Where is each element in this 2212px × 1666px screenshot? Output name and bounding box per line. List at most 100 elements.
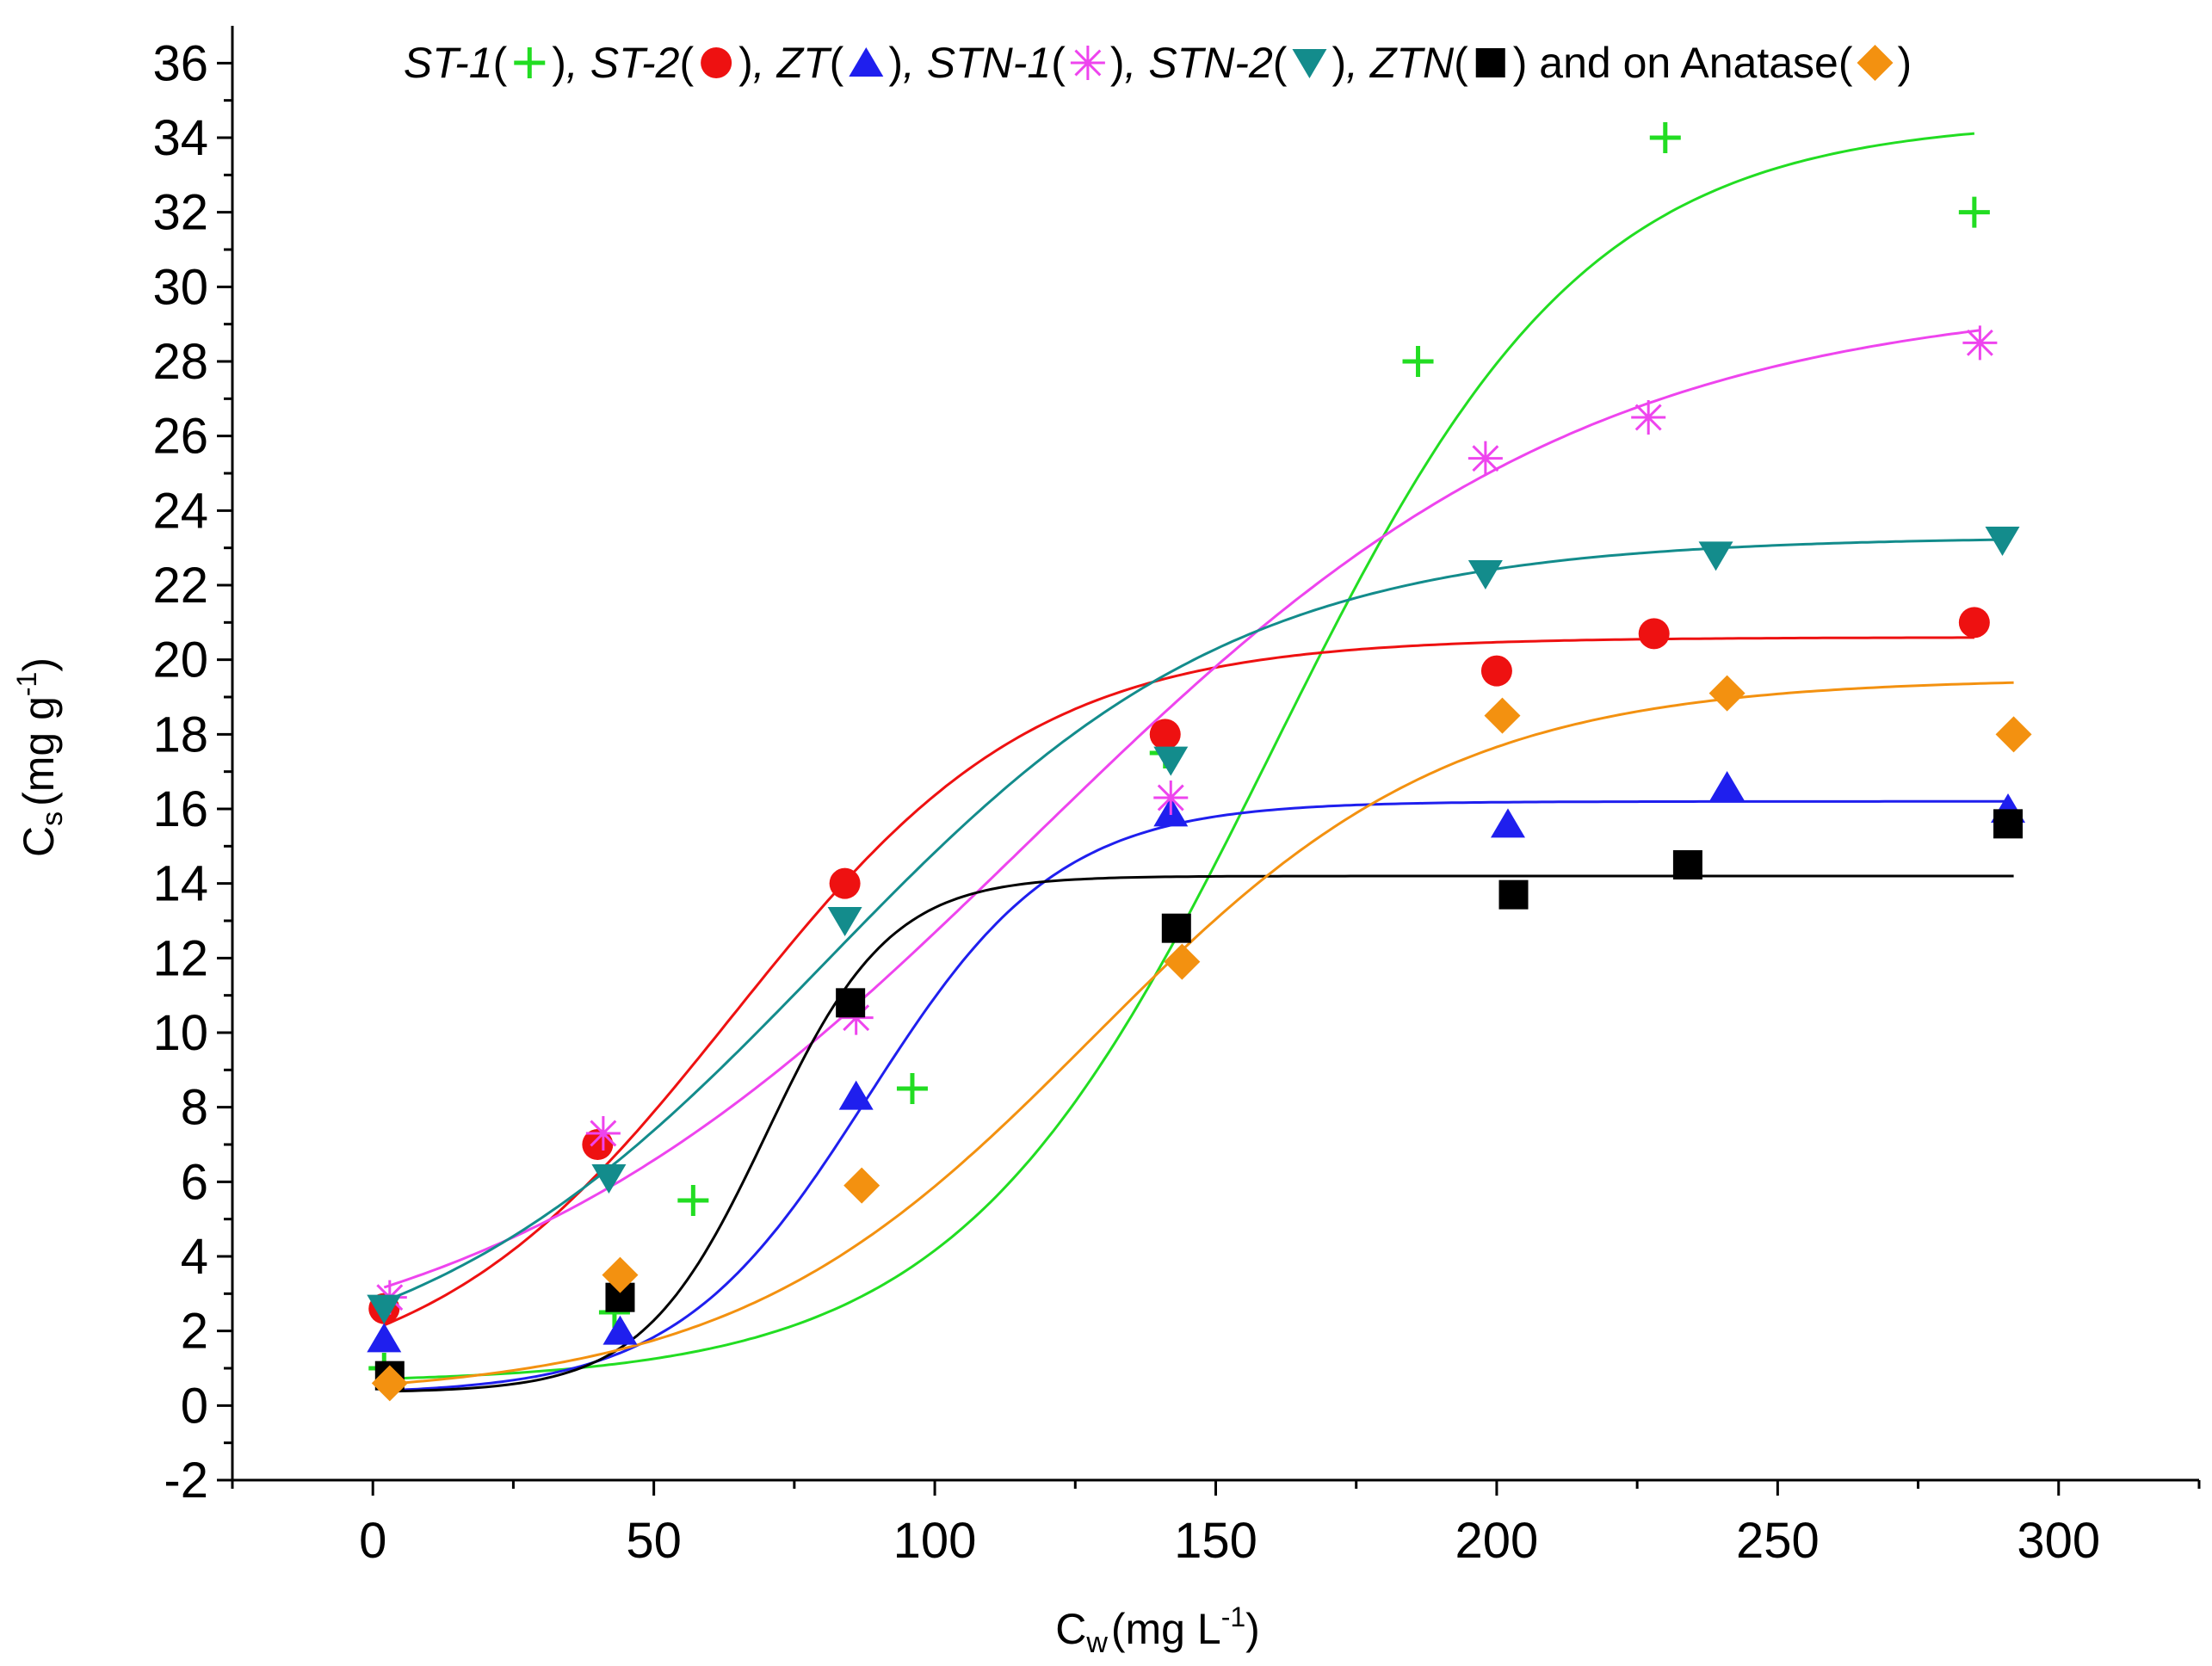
y-tick-label: 18 xyxy=(152,707,208,762)
fit-curve-stn-2 xyxy=(383,538,2003,1303)
legend-label-st-2: , ST-2 xyxy=(566,39,691,87)
data-point-ztn xyxy=(1161,913,1191,943)
legend-label-ztn: , ZTN xyxy=(1346,39,1466,87)
legend-paren-close: ) xyxy=(1110,39,1125,87)
data-point-anatase xyxy=(1484,697,1521,734)
data-point-stn-1 xyxy=(1467,441,1503,476)
y-tick-label: 36 xyxy=(152,35,208,91)
y-tick-label: 14 xyxy=(152,856,208,912)
data-point-ztn xyxy=(1993,809,2024,839)
legend: ST-1 (), ST-2 (), ZT (), STN-1 (), STN-2… xyxy=(404,39,1912,87)
legend-marker-stn-2 xyxy=(1292,49,1327,78)
x-tick-label: 200 xyxy=(1455,1513,1539,1569)
x-tick-label: 250 xyxy=(1736,1513,1820,1569)
y-axis-title-main: C xyxy=(15,826,63,857)
y-tick-label: 12 xyxy=(152,930,208,986)
fit-curve-stn-1 xyxy=(383,329,1980,1289)
legend-paren-open: ( xyxy=(1454,39,1468,87)
y-tick-label: 4 xyxy=(181,1229,208,1285)
data-point-stn-2 xyxy=(367,1294,402,1324)
y-tick-label: 24 xyxy=(152,483,208,539)
y-axis-title-sub: s xyxy=(36,811,69,826)
data-point-zt xyxy=(367,1323,402,1353)
legend-paren-open: ( xyxy=(1273,39,1288,87)
legend-paren-close: ) xyxy=(888,39,903,87)
y-axis-title-unit: (mg g xyxy=(15,696,63,806)
data-point-zt xyxy=(838,1080,874,1110)
y-tick-label: 32 xyxy=(152,185,208,241)
data-point-stn-1 xyxy=(1631,400,1666,435)
y-tick-label: 22 xyxy=(152,558,208,614)
legend-marker-st-2 xyxy=(701,47,732,78)
data-point-anatase xyxy=(371,1365,408,1402)
data-point-zt xyxy=(1490,808,1525,838)
data-point-zt xyxy=(1709,771,1745,800)
data-point-stn-2 xyxy=(1153,746,1189,776)
legend-paren-close: ) xyxy=(1513,39,1528,87)
data-point-zt xyxy=(602,1315,638,1345)
legend-markers xyxy=(514,45,1894,81)
legend-suffix: and on Anatase xyxy=(1527,39,1850,87)
data-point-st-1 xyxy=(1958,196,1990,228)
y-tick-label: 8 xyxy=(181,1080,208,1136)
x-tick-label: 300 xyxy=(2017,1513,2100,1569)
y-tick-label: 6 xyxy=(181,1154,208,1210)
y-tick-label: 28 xyxy=(152,334,208,390)
y-tick-label: 0 xyxy=(181,1378,208,1434)
data-point-st-2 xyxy=(829,867,861,899)
legend-marker-ztn xyxy=(1475,48,1505,77)
data-point-st-2 xyxy=(1149,719,1181,750)
y-tick-label: 26 xyxy=(152,409,208,465)
legend-marker-zt xyxy=(849,47,884,77)
legend-marker-anatase xyxy=(1857,45,1894,81)
data-point-st-2 xyxy=(1638,618,1670,650)
y-tick-label: 10 xyxy=(152,1005,208,1061)
x-tick-label: 50 xyxy=(626,1513,682,1569)
fit-curve-ztn xyxy=(384,874,2014,1393)
legend-paren-open: ( xyxy=(679,39,694,87)
x-axis-title: Cw(mg L-1) xyxy=(1055,1601,1260,1659)
y-tick-label: 20 xyxy=(152,632,208,688)
legend-marker-st-1 xyxy=(514,47,546,78)
data-point-stn-2 xyxy=(591,1164,627,1194)
data-point-st-1 xyxy=(677,1185,709,1216)
data-markers xyxy=(367,122,2032,1402)
y-axis-title-sup: -1 xyxy=(11,672,42,696)
x-tick-label: 100 xyxy=(893,1513,977,1569)
data-point-stn-1 xyxy=(585,1116,621,1151)
data-point-stn-2 xyxy=(1985,527,2020,556)
data-point-ztn xyxy=(1672,850,1702,879)
data-point-stn-1 xyxy=(1153,781,1189,815)
legend-paren-close: ) xyxy=(738,39,753,87)
data-point-anatase xyxy=(1164,943,1201,980)
y-axis-title-close: ) xyxy=(15,657,63,672)
legend-label-stn-1: , STN-1 xyxy=(903,39,1063,87)
x-tick-label: 150 xyxy=(1174,1513,1257,1569)
x-tick-label: 0 xyxy=(359,1513,386,1569)
x-axis-title-unit: (mg L xyxy=(1111,1605,1221,1653)
data-point-st-2 xyxy=(1958,607,1990,639)
legend-paren-open: ( xyxy=(1838,39,1853,87)
data-point-anatase xyxy=(1995,716,2032,753)
data-point-anatase xyxy=(1708,675,1746,712)
y-tick-label: -2 xyxy=(164,1453,208,1509)
fit-curve-st-2 xyxy=(383,636,1974,1327)
y-tick-label: 16 xyxy=(152,781,208,837)
x-axis-title-sub: w xyxy=(1085,1626,1108,1659)
legend-label-stn-2: , STN-2 xyxy=(1125,39,1285,87)
legend-paren-close: ) xyxy=(1332,39,1346,87)
data-point-st-2 xyxy=(1480,655,1512,687)
y-tick-label: 30 xyxy=(152,259,208,315)
fit-curves xyxy=(383,132,2014,1393)
data-point-stn-2 xyxy=(827,907,862,936)
fit-curve-zt xyxy=(384,799,2008,1392)
data-point-ztn xyxy=(836,988,866,1018)
x-axis-title-main: C xyxy=(1055,1605,1086,1653)
legend-label-st-1: ST-1 xyxy=(404,39,505,87)
fit-curve-anatase xyxy=(384,681,2014,1386)
data-point-anatase xyxy=(602,1256,639,1293)
y-tick-label: 2 xyxy=(181,1304,208,1360)
